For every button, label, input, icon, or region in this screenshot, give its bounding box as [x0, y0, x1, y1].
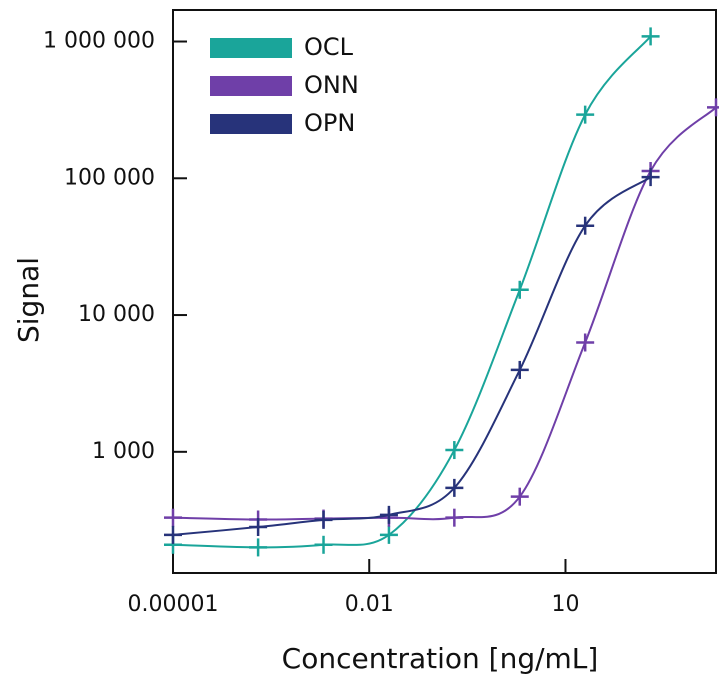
legend-swatch — [210, 76, 292, 96]
data-point — [249, 518, 268, 537]
data-point — [445, 441, 464, 460]
plot-frame — [172, 9, 717, 574]
x-tick-label: 0.00001 — [128, 592, 219, 617]
data-point — [576, 105, 595, 124]
data-point — [641, 27, 660, 46]
data-point — [576, 333, 595, 352]
data-point — [576, 216, 595, 235]
data-point — [164, 508, 182, 527]
legend-swatch — [210, 38, 292, 58]
legend-swatch — [210, 114, 292, 134]
data-point — [164, 525, 182, 544]
data-point — [249, 538, 268, 557]
x-axis-label: Concentration [ng/mL] — [282, 642, 599, 675]
legend-label: OPN — [304, 109, 355, 137]
data-point — [510, 360, 529, 379]
x-tick-label: 10 — [551, 592, 579, 617]
data-point — [379, 525, 398, 544]
data-point — [379, 505, 398, 524]
y-axis-label: Signal — [12, 257, 45, 343]
data-point — [314, 535, 333, 554]
data-point — [641, 168, 660, 187]
y-tick-label: 1 000 000 — [43, 29, 155, 54]
y-tick-label: 100 000 — [64, 165, 155, 190]
y-tick-label: 1 000 — [92, 439, 155, 464]
data-point — [510, 280, 529, 299]
fit-curve — [172, 176, 652, 536]
y-tick-label: 10 000 — [78, 302, 155, 327]
x-tick-label: 0.01 — [345, 592, 394, 617]
legend-label: ONN — [304, 71, 359, 99]
data-point — [707, 98, 719, 117]
fit-curve — [172, 35, 652, 549]
data-point — [314, 510, 333, 529]
data-point — [510, 487, 529, 506]
data-point — [445, 478, 464, 497]
data-point — [445, 508, 464, 527]
legend-label: OCL — [304, 33, 354, 61]
fit-curve — [172, 106, 717, 521]
